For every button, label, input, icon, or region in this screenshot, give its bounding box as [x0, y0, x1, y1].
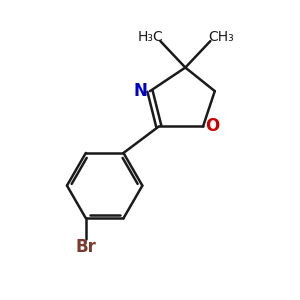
Text: H₃C: H₃C	[137, 30, 163, 44]
Text: N: N	[134, 82, 148, 100]
Text: O: O	[205, 117, 220, 135]
Text: CH₃: CH₃	[208, 30, 233, 44]
Text: Br: Br	[75, 238, 96, 256]
